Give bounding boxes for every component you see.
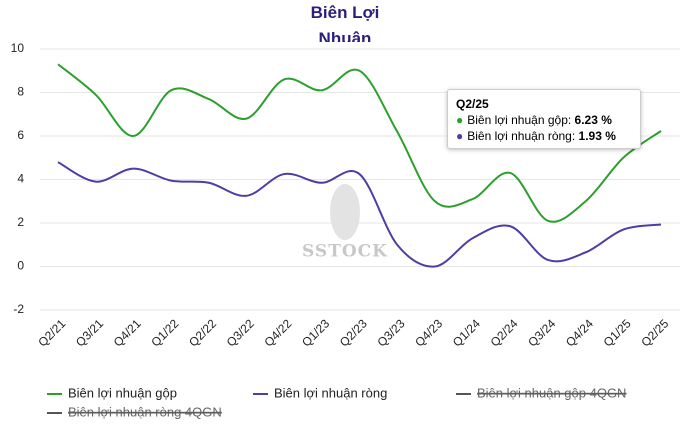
y-tick-label: 0 [17, 259, 24, 273]
legend-label: Biên lợi nhuận ròng 4QGN [68, 404, 222, 419]
tooltip-name: Biên lợi nhuận ròng: [467, 129, 576, 143]
x-tick-label: Q2/25 [638, 316, 671, 349]
watermark: SSTOCK [302, 242, 388, 262]
x-tick-label: Q1/24 [450, 316, 483, 349]
x-tick-label: Q4/22 [261, 316, 294, 349]
x-tick-label: Q4/23 [412, 316, 445, 349]
y-tick-label: 8 [17, 85, 24, 99]
tooltip-dot: ● [456, 113, 464, 127]
x-tick-label: Q2/21 [35, 316, 68, 349]
y-tick-label: -2 [13, 302, 24, 316]
x-tick-label: Q2/23 [337, 316, 370, 349]
x-tick-label: Q3/21 [73, 316, 106, 349]
tooltip-row: ● Biên lợi nhuận gộp: 6.23 % [456, 112, 632, 128]
tooltip-row: ● Biên lợi nhuận ròng: 1.93 % [456, 128, 632, 144]
x-tick-label: Q4/24 [563, 316, 596, 349]
chart-title: Biên Lợi Nhuận [310, 3, 380, 42]
y-tick-label: 6 [17, 128, 24, 142]
tooltip-value: 6.23 % [574, 113, 612, 127]
x-tick-label: Q3/22 [224, 316, 257, 349]
watermark-logo [330, 184, 360, 240]
series-line [57, 161, 662, 268]
legend-label: Biên lợi nhuận gộp 4QGN [477, 385, 626, 400]
legend-label: Biên lợi nhuận ròng [274, 385, 387, 400]
x-tick-label: Q2/24 [488, 316, 521, 349]
x-tick-label: Q1/22 [148, 316, 181, 349]
tooltip-dot: ● [456, 129, 464, 143]
tooltip-title: Q2/25 [456, 97, 489, 111]
x-tick-label: Q3/24 [525, 316, 558, 349]
tooltip-name: Biên lợi nhuận gộp: [467, 113, 572, 127]
series-line [57, 63, 662, 223]
x-tick-label: Q2/22 [186, 316, 219, 349]
tooltip-value: 1.93 % [578, 129, 616, 143]
legend-label: Biên lợi nhuận gộp [68, 385, 177, 400]
x-tick-label: Q1/23 [299, 316, 332, 349]
x-tick-label: Q3/23 [375, 316, 408, 349]
tooltip: Q2/25 ● Biên lợi nhuận gộp: 6.23 % ● Biên lợ… [447, 89, 641, 149]
x-tick-label: Q1/25 [601, 316, 634, 349]
x-tick-label: Q4/21 [111, 316, 144, 349]
y-tick-label: 10 [11, 41, 25, 55]
y-tick-label: 4 [17, 172, 24, 186]
y-tick-label: 2 [17, 215, 24, 229]
